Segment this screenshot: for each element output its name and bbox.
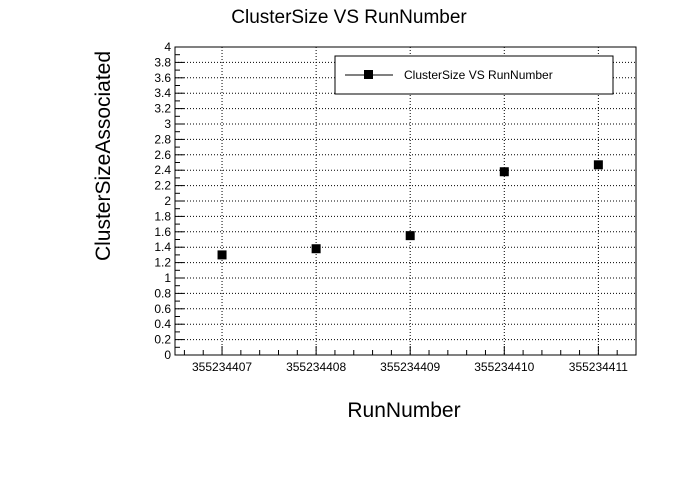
y-axis-title: ClusterSizeAssociated bbox=[92, 51, 115, 261]
legend-marker bbox=[364, 70, 373, 79]
x-tick-label: 355234410 bbox=[474, 360, 534, 374]
y-tick-label: 2.4 bbox=[154, 163, 171, 177]
y-tick-label: 1.6 bbox=[154, 225, 171, 239]
y-tick-label: 0.4 bbox=[154, 317, 171, 331]
y-tick-label: 3.8 bbox=[154, 55, 171, 69]
data-point bbox=[499, 167, 509, 177]
y-tick-label: 3 bbox=[164, 117, 171, 131]
x-tick-label: 355234407 bbox=[192, 360, 252, 374]
x-tick-label: 355234408 bbox=[286, 360, 346, 374]
y-tick-label: 3.6 bbox=[154, 71, 171, 85]
y-tick-label: 0.8 bbox=[154, 286, 171, 300]
y-tick-label: 1.4 bbox=[154, 240, 171, 254]
data-point bbox=[217, 250, 227, 260]
y-tick-label: 2.6 bbox=[154, 148, 171, 162]
y-tick-label: 4 bbox=[164, 40, 171, 54]
y-tick-label: 2.8 bbox=[154, 132, 171, 146]
y-tick-label: 3.2 bbox=[154, 102, 171, 116]
y-tick-label: 1.2 bbox=[154, 256, 171, 270]
x-tick-label: 355234411 bbox=[569, 360, 629, 374]
y-tick-label: 0.6 bbox=[154, 302, 171, 316]
y-tick-label: 2.2 bbox=[154, 179, 171, 193]
data-points bbox=[217, 160, 603, 260]
y-tick-label: 1 bbox=[164, 271, 171, 285]
legend-label: ClusterSize VS RunNumber bbox=[404, 68, 553, 82]
y-tick-label: 0 bbox=[164, 348, 171, 362]
y-tick-label: 1.8 bbox=[154, 209, 171, 223]
y-tick-label: 3.4 bbox=[154, 86, 171, 100]
x-axis-title: RunNumber bbox=[347, 399, 460, 422]
data-point bbox=[311, 244, 321, 254]
chart-title: ClusterSize VS RunNumber bbox=[231, 7, 467, 28]
axes: 00.20.40.60.811.21.41.61.822.22.42.62.83… bbox=[154, 40, 628, 374]
y-tick-label: 0.2 bbox=[154, 333, 171, 347]
legend: ClusterSize VS RunNumber bbox=[334, 55, 614, 95]
y-tick-label: 2 bbox=[164, 194, 171, 208]
data-point bbox=[405, 231, 415, 241]
data-point bbox=[593, 160, 603, 170]
x-tick-label: 355234409 bbox=[380, 360, 440, 374]
